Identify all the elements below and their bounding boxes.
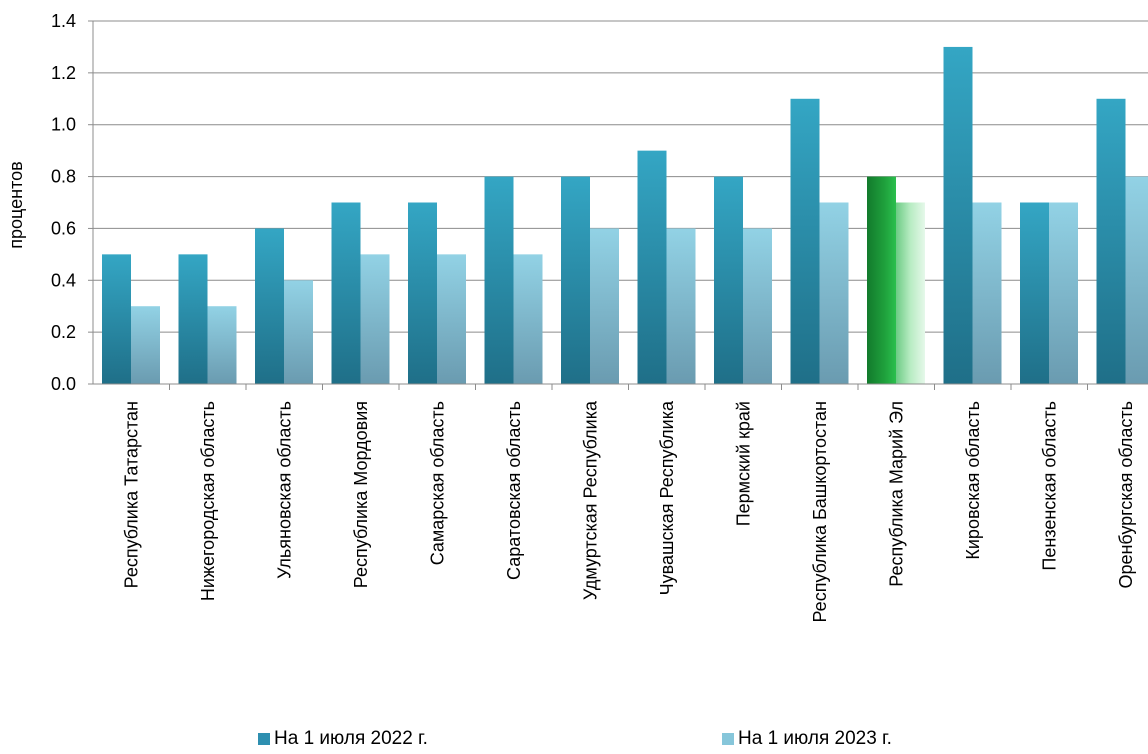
x-category-label: Удмуртская Республика [580,400,600,600]
x-category-label: Чувашская Республика [657,400,677,595]
bar-2022 [714,176,743,384]
x-axis-labels: Республика Татарстан Нижегородская област… [121,400,1136,623]
bar-chart: 0.0 0.2 0.4 0.6 0.8 1.0 1.2 1.4 Республика Тата… [6,11,1148,623]
bar-2023 [284,280,313,384]
bar-2023 [360,254,390,384]
bar-2022 [1096,98,1126,385]
bar-2022 [331,202,361,384]
bar-2023 [590,228,619,384]
y-tick-label: 0.8 [51,167,76,187]
bar-2022 [561,176,590,384]
bars [102,46,1148,385]
legend-swatch-2022 [258,733,270,745]
y-tick-label: 1.2 [51,63,76,83]
bar-2023 [1049,202,1078,384]
y-tick-label: 1.4 [51,11,76,31]
bar-2023 [666,228,696,384]
axes [88,20,1148,390]
legend-swatch-2023 [722,733,734,745]
bar-2022 [867,176,896,384]
x-category-label: Кировская область [963,401,983,560]
y-tick-label: 0.2 [51,322,76,342]
legend-label-2023: На 1 июля 2023 г. [738,728,892,749]
bar-2022 [943,46,973,385]
bar-2023 [1125,176,1148,384]
bar-2022 [637,150,667,384]
bar-2022 [102,254,131,384]
bar-2023 [972,202,1002,384]
x-category-label: Нижегородская область [198,401,218,601]
bar-2022 [178,254,208,384]
x-category-label: Республика Татарстан [121,401,141,588]
legend-item-2022: На 1 июля 2022 г. [258,728,428,750]
x-category-label: Республика Марий Эл [886,401,906,587]
bar-2023 [513,254,543,384]
y-tick-label: 0.4 [51,270,76,290]
bar-2022 [255,228,284,384]
x-category-label: Оренбургская область [1116,401,1136,589]
y-axis-ticks: 0.0 0.2 0.4 0.6 0.8 1.0 1.2 1.4 [51,11,76,394]
bar-2023 [896,202,925,384]
y-tick-label: 0.0 [51,374,76,394]
bar-2023 [207,306,237,384]
x-category-label: Республика Башкортостан [810,401,830,623]
y-tick-label: 1.0 [51,115,76,135]
x-category-label: Республика Мордовия [351,401,371,588]
legend-item-2023: На 1 июля 2023 г. [722,728,892,750]
bar-2023 [131,306,160,384]
bar-2023 [437,254,466,384]
legend-label-2022: На 1 июля 2022 г. [274,728,428,749]
x-category-label: Ульяновская область [274,401,294,579]
bar-2022 [484,176,514,384]
bar-2023 [743,228,772,384]
bar-2023 [819,202,849,384]
y-tick-label: 0.6 [51,218,76,238]
x-category-label: Пензенская область [1039,401,1059,571]
bar-2022 [408,202,437,384]
bar-2022 [790,98,820,385]
x-category-label: Саратовская область [504,401,524,580]
y-axis-label: процентов [6,161,26,248]
bar-2022 [1020,202,1049,384]
x-category-label: Самарская область [427,401,447,565]
x-category-label: Пермский край [733,401,753,526]
